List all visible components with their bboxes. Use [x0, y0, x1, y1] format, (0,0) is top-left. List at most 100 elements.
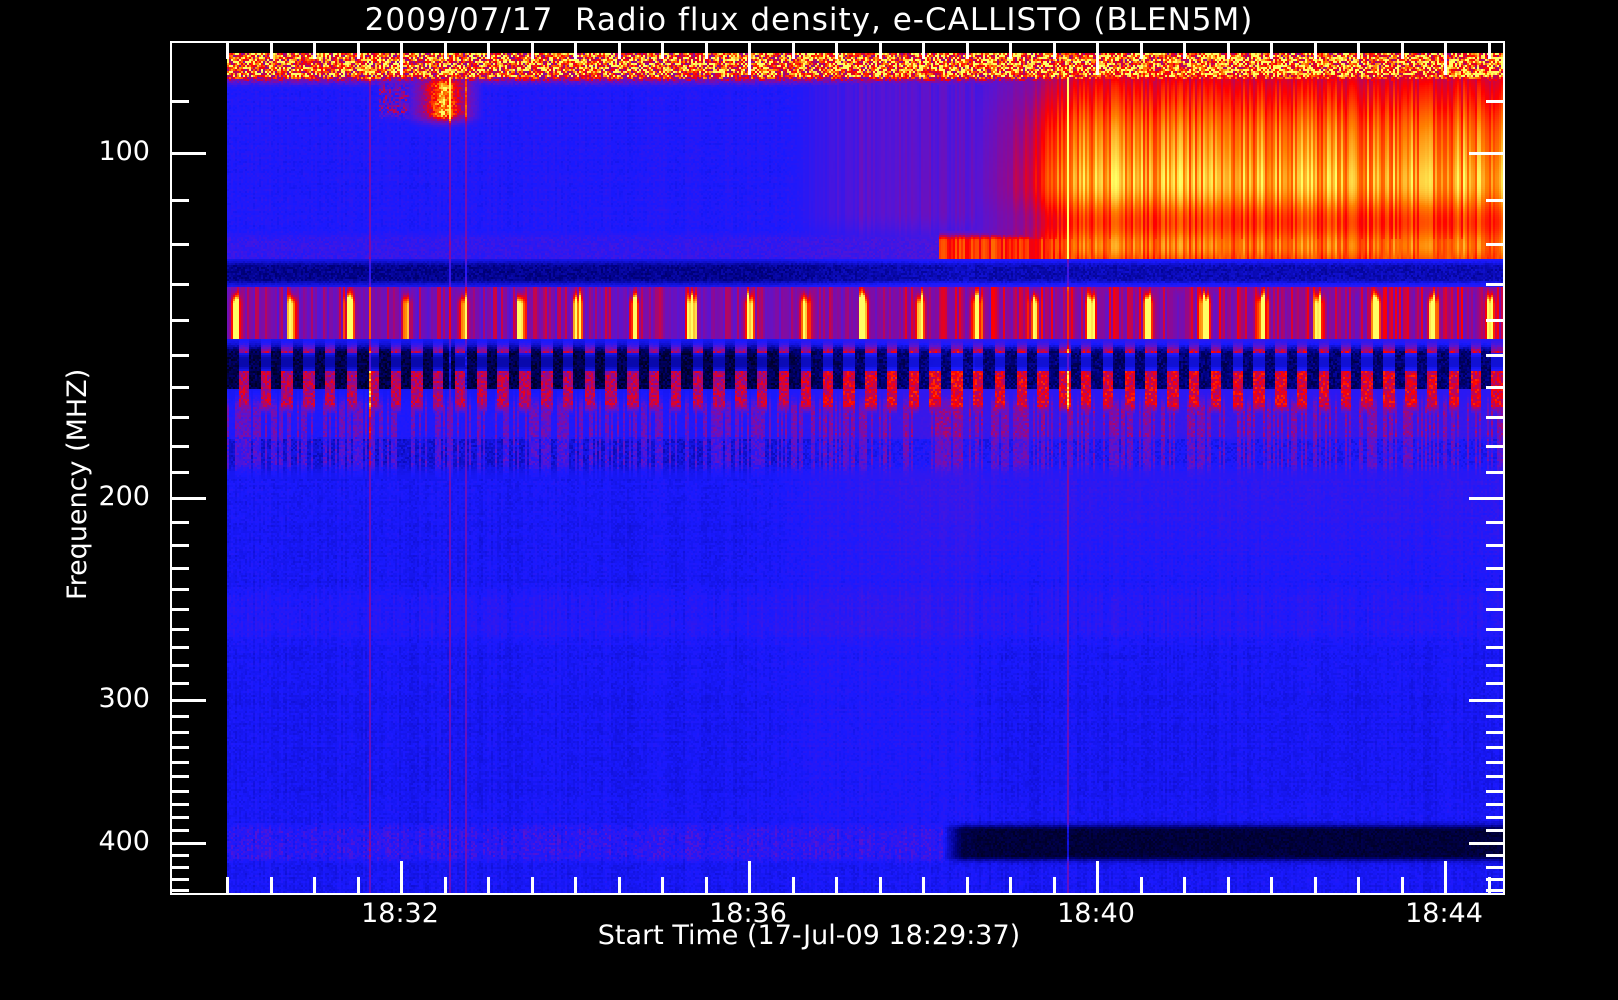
tick-mark: [1270, 43, 1273, 59]
tick-mark: [487, 877, 490, 893]
y-axis-title: Frequency (MHZ): [62, 368, 93, 600]
tick-mark: [172, 152, 206, 155]
tick-mark: [1486, 731, 1503, 734]
tick-mark: [1486, 790, 1503, 793]
tick-mark: [172, 283, 189, 286]
tick-mark: [922, 877, 925, 893]
tick-mark: [1488, 43, 1491, 59]
tick-mark: [1486, 544, 1503, 547]
tick-mark: [1486, 319, 1503, 322]
tick-mark: [172, 319, 189, 322]
tick-mark: [357, 43, 360, 59]
tick-mark: [792, 43, 795, 59]
spectrogram-image: [227, 53, 1505, 895]
tick-mark: [1401, 43, 1404, 59]
tick-mark: [574, 43, 577, 59]
tick-mark: [1486, 646, 1503, 649]
tick-mark: [172, 842, 206, 845]
tick-mark: [172, 790, 189, 793]
tick-mark: [1486, 283, 1503, 286]
tick-mark: [270, 43, 273, 59]
tick-mark: [270, 877, 273, 893]
x-tick-label-18-32: 18:32: [361, 898, 439, 929]
tick-mark: [313, 43, 316, 59]
tick-mark: [1486, 866, 1503, 869]
page-title: 2009/07/17 Radio flux density, e-CALLIST…: [364, 2, 1254, 38]
tick-mark: [1486, 471, 1503, 474]
tick-mark: [1053, 43, 1056, 59]
tick-mark: [1486, 761, 1503, 764]
tick-mark: [172, 521, 189, 524]
tick-mark: [1314, 43, 1317, 59]
tick-mark: [172, 497, 206, 500]
tick-mark: [1486, 416, 1503, 419]
tick-mark: [226, 877, 229, 893]
tick-mark: [966, 877, 969, 893]
tick-mark: [1486, 567, 1503, 570]
tick-mark: [313, 877, 316, 893]
tick-mark: [1096, 43, 1099, 75]
tick-mark: [172, 803, 189, 806]
tick-mark: [618, 877, 621, 893]
tick-mark: [172, 746, 189, 749]
tick-mark: [172, 816, 189, 819]
tick-mark: [1486, 386, 1503, 389]
tick-mark: [574, 877, 577, 893]
tick-mark: [661, 877, 664, 893]
tick-mark: [172, 682, 189, 685]
tick-mark: [172, 715, 189, 718]
tick-mark: [1469, 152, 1503, 155]
tick-mark: [444, 43, 447, 59]
tick-mark: [172, 471, 189, 474]
tick-mark: [1486, 816, 1503, 819]
tick-mark: [1140, 43, 1143, 59]
tick-mark: [1486, 682, 1503, 685]
tick-mark: [1486, 608, 1503, 611]
tick-mark: [1486, 445, 1503, 448]
x-tick-label-18-40: 18:40: [1057, 898, 1135, 929]
tick-mark: [1486, 878, 1503, 881]
tick-mark: [1183, 43, 1186, 59]
tick-mark: [1486, 854, 1503, 857]
tick-mark: [531, 43, 534, 59]
tick-mark: [1314, 877, 1317, 893]
tick-mark: [172, 866, 189, 869]
tick-mark: [1469, 842, 1503, 845]
tick-mark: [172, 199, 189, 202]
tick-mark: [1486, 628, 1503, 631]
x-axis-title: Start Time (17-Jul-09 18:29:37): [597, 920, 1021, 951]
tick-mark: [172, 761, 189, 764]
tick-mark: [444, 877, 447, 893]
tick-mark: [172, 354, 189, 357]
tick-mark: [1357, 877, 1360, 893]
tick-mark: [172, 628, 189, 631]
tick-mark: [172, 100, 189, 103]
tick-mark: [1140, 877, 1143, 893]
x-tick-label-18-36: 18:36: [709, 898, 787, 929]
tick-mark: [172, 829, 189, 832]
tick-mark: [879, 43, 882, 59]
y-tick-label-300: 300: [98, 682, 150, 714]
tick-mark: [835, 877, 838, 893]
tick-mark: [1488, 877, 1491, 893]
tick-mark: [1486, 746, 1503, 749]
tick-mark: [1357, 43, 1360, 59]
tick-mark: [1486, 829, 1503, 832]
tick-mark: [792, 877, 795, 893]
tick-mark: [1486, 889, 1503, 892]
tick-mark: [1486, 100, 1503, 103]
x-tick-label-18-44: 18:44: [1405, 898, 1483, 929]
tick-mark: [172, 445, 189, 448]
tick-mark: [1486, 521, 1503, 524]
tick-mark: [172, 775, 189, 778]
tick-mark: [1486, 715, 1503, 718]
tick-mark: [1486, 803, 1503, 806]
tick-mark: [172, 854, 189, 857]
tick-mark: [357, 877, 360, 893]
tick-mark: [172, 664, 189, 667]
tick-mark: [172, 731, 189, 734]
tick-mark: [705, 877, 708, 893]
tick-mark: [966, 43, 969, 59]
tick-mark: [172, 889, 189, 892]
tick-mark: [1096, 861, 1099, 893]
